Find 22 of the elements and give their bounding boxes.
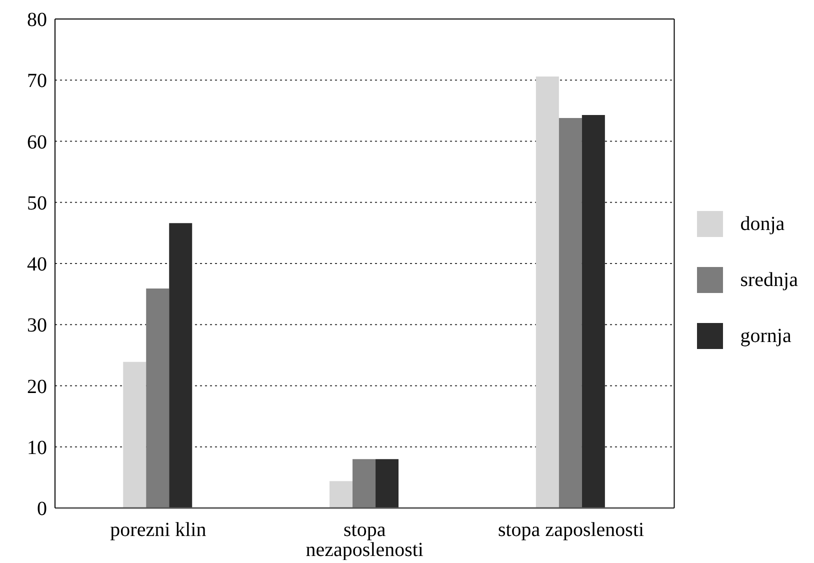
bar	[536, 76, 559, 508]
legend-label: donja	[740, 212, 785, 236]
y-tick-label: 80	[27, 9, 47, 32]
x-tick-label: porezni klin	[110, 519, 206, 542]
bar	[330, 481, 353, 508]
legend-label: gornja	[740, 324, 792, 348]
y-tick-label: 10	[27, 436, 47, 459]
bar	[123, 362, 146, 508]
y-tick-label: 60	[27, 131, 47, 154]
y-tick-label: 20	[27, 376, 47, 398]
bar	[169, 223, 192, 508]
y-tick-label: 50	[27, 192, 47, 214]
bar	[352, 459, 376, 508]
bar	[376, 459, 399, 508]
y-tick-label: 30	[27, 314, 47, 337]
y-tick-label: 70	[27, 70, 47, 92]
bar	[146, 288, 170, 508]
legend-label: srednja	[740, 268, 798, 292]
bar	[558, 118, 582, 508]
x-tick-label: stopa zaposlenosti	[498, 519, 645, 542]
y-tick-label: 0	[37, 498, 47, 520]
y-tick-label: 40	[27, 254, 47, 276]
